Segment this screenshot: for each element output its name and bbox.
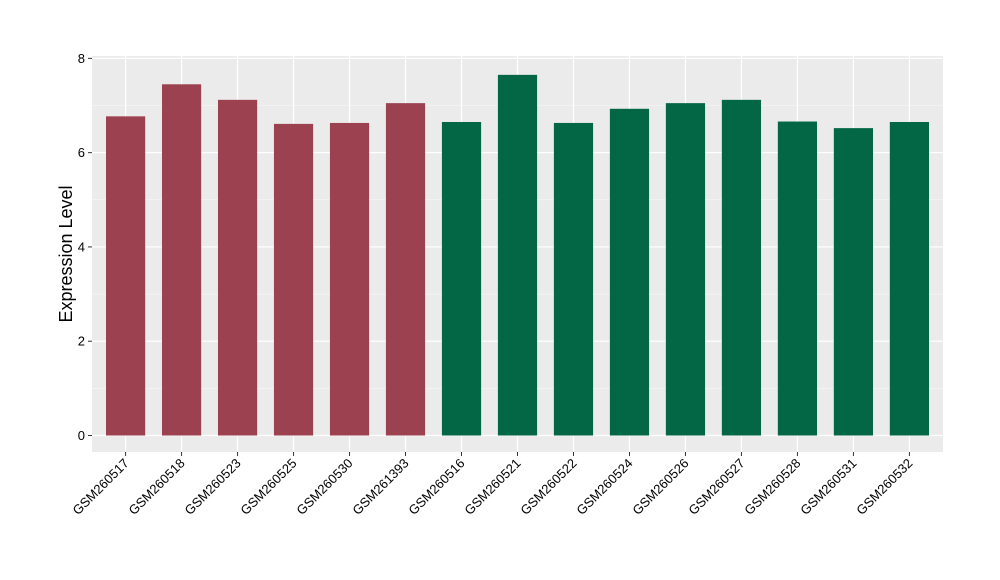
x-tick-label: GSM260524	[573, 456, 635, 518]
bar-GSM260531	[833, 128, 874, 436]
bar-GSM260532	[889, 122, 930, 436]
y-tick-label: 6	[78, 145, 85, 160]
bar-GSM260521	[497, 74, 538, 436]
y-tick-label: 0	[78, 428, 85, 443]
bar-GSM260524	[609, 108, 650, 436]
x-tick-label: GSM260522	[517, 456, 579, 518]
x-tick-label: GSM260518	[125, 456, 187, 518]
x-tick-label: GSM260530	[293, 456, 355, 518]
bar-GSM260523	[217, 99, 258, 436]
y-tick-label: 8	[78, 51, 85, 66]
x-tick-label: GSM260532	[853, 456, 915, 518]
y-axis: 0 2 4 6 8	[78, 51, 92, 443]
x-tick-label: GSM260526	[629, 456, 691, 518]
bar-GSM260526	[665, 103, 706, 436]
x-tick-label: GSM260517	[69, 456, 131, 518]
x-tick-label: GSM260521	[461, 456, 523, 518]
x-tick-label: GSM260525	[237, 456, 299, 518]
x-tick-label: GSM260516	[405, 456, 467, 518]
y-axis-title: Expression Level	[56, 185, 76, 322]
y-tick-label: 4	[78, 239, 85, 254]
bar-GSM260516	[441, 122, 482, 436]
x-axis: GSM260517GSM260518GSM260523GSM260525GSM2…	[69, 452, 916, 518]
x-tick-label: GSM260528	[741, 456, 803, 518]
bar-GSM260528	[777, 121, 818, 436]
bar-GSM260530	[329, 122, 370, 436]
bar-GSM260527	[721, 99, 762, 436]
y-tick-label: 2	[78, 334, 85, 349]
bar-GSM260525	[273, 123, 314, 436]
bar-GSM260522	[553, 122, 594, 436]
x-tick-label: GSM260523	[181, 456, 243, 518]
x-tick-label: GSM261393	[349, 456, 411, 518]
bar-GSM260517	[105, 116, 146, 436]
bar-GSM261393	[385, 103, 426, 436]
bar-GSM260518	[161, 84, 202, 436]
bars	[105, 74, 930, 436]
x-tick-label: GSM260527	[685, 456, 747, 518]
x-tick-label: GSM260531	[797, 456, 859, 518]
